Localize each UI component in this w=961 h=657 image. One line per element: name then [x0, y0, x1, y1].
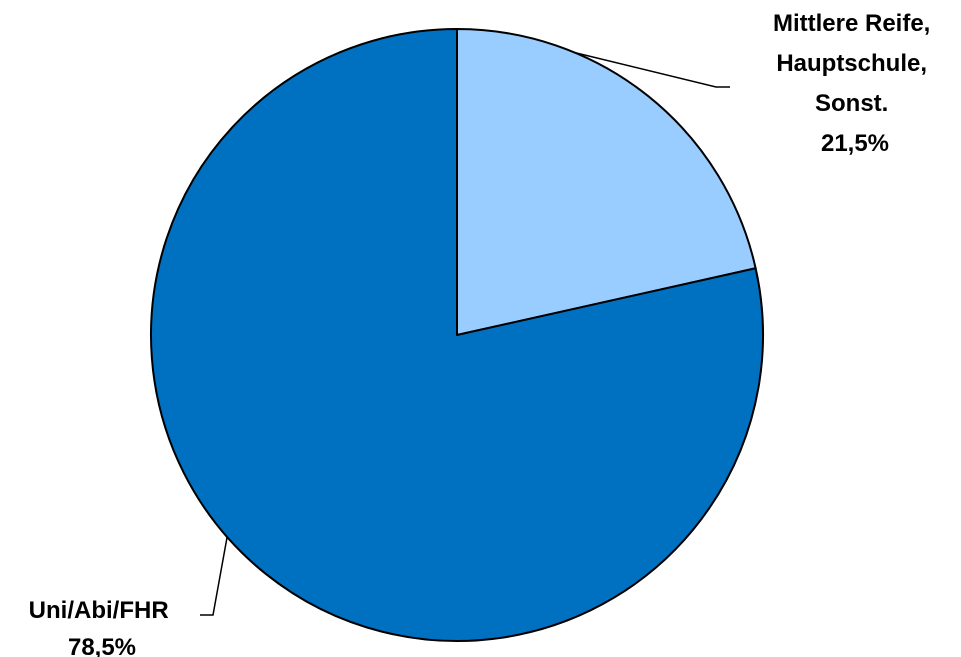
slice-label-line: Sonst.	[815, 90, 888, 117]
slice-label-line: Hauptschule,	[776, 50, 927, 77]
leader-lines	[200, 51, 730, 616]
slice-value-label: 78,5%	[68, 634, 136, 657]
slice-label-uni-abi-fhr: Uni/Abi/FHR 78,5%	[29, 597, 176, 657]
leader-line-mittlere-reife	[574, 51, 730, 88]
pie-slice-0	[456, 28, 757, 336]
leader-line-uni-abi-fhr	[200, 536, 228, 616]
slice-label-line: Uni/Abi/FHR	[29, 597, 169, 624]
slice-labels: Mittlere Reife, Hauptschule, Sonst. 21,5…	[29, 10, 937, 657]
slice-label-line: Mittlere Reife,	[773, 10, 930, 37]
slice-value-label: 21,5%	[821, 130, 889, 157]
pie-slices	[150, 28, 764, 642]
pie-slice-1	[150, 28, 764, 642]
slice-label-mittlere-reife: Mittlere Reife, Hauptschule, Sonst. 21,5…	[773, 10, 937, 157]
